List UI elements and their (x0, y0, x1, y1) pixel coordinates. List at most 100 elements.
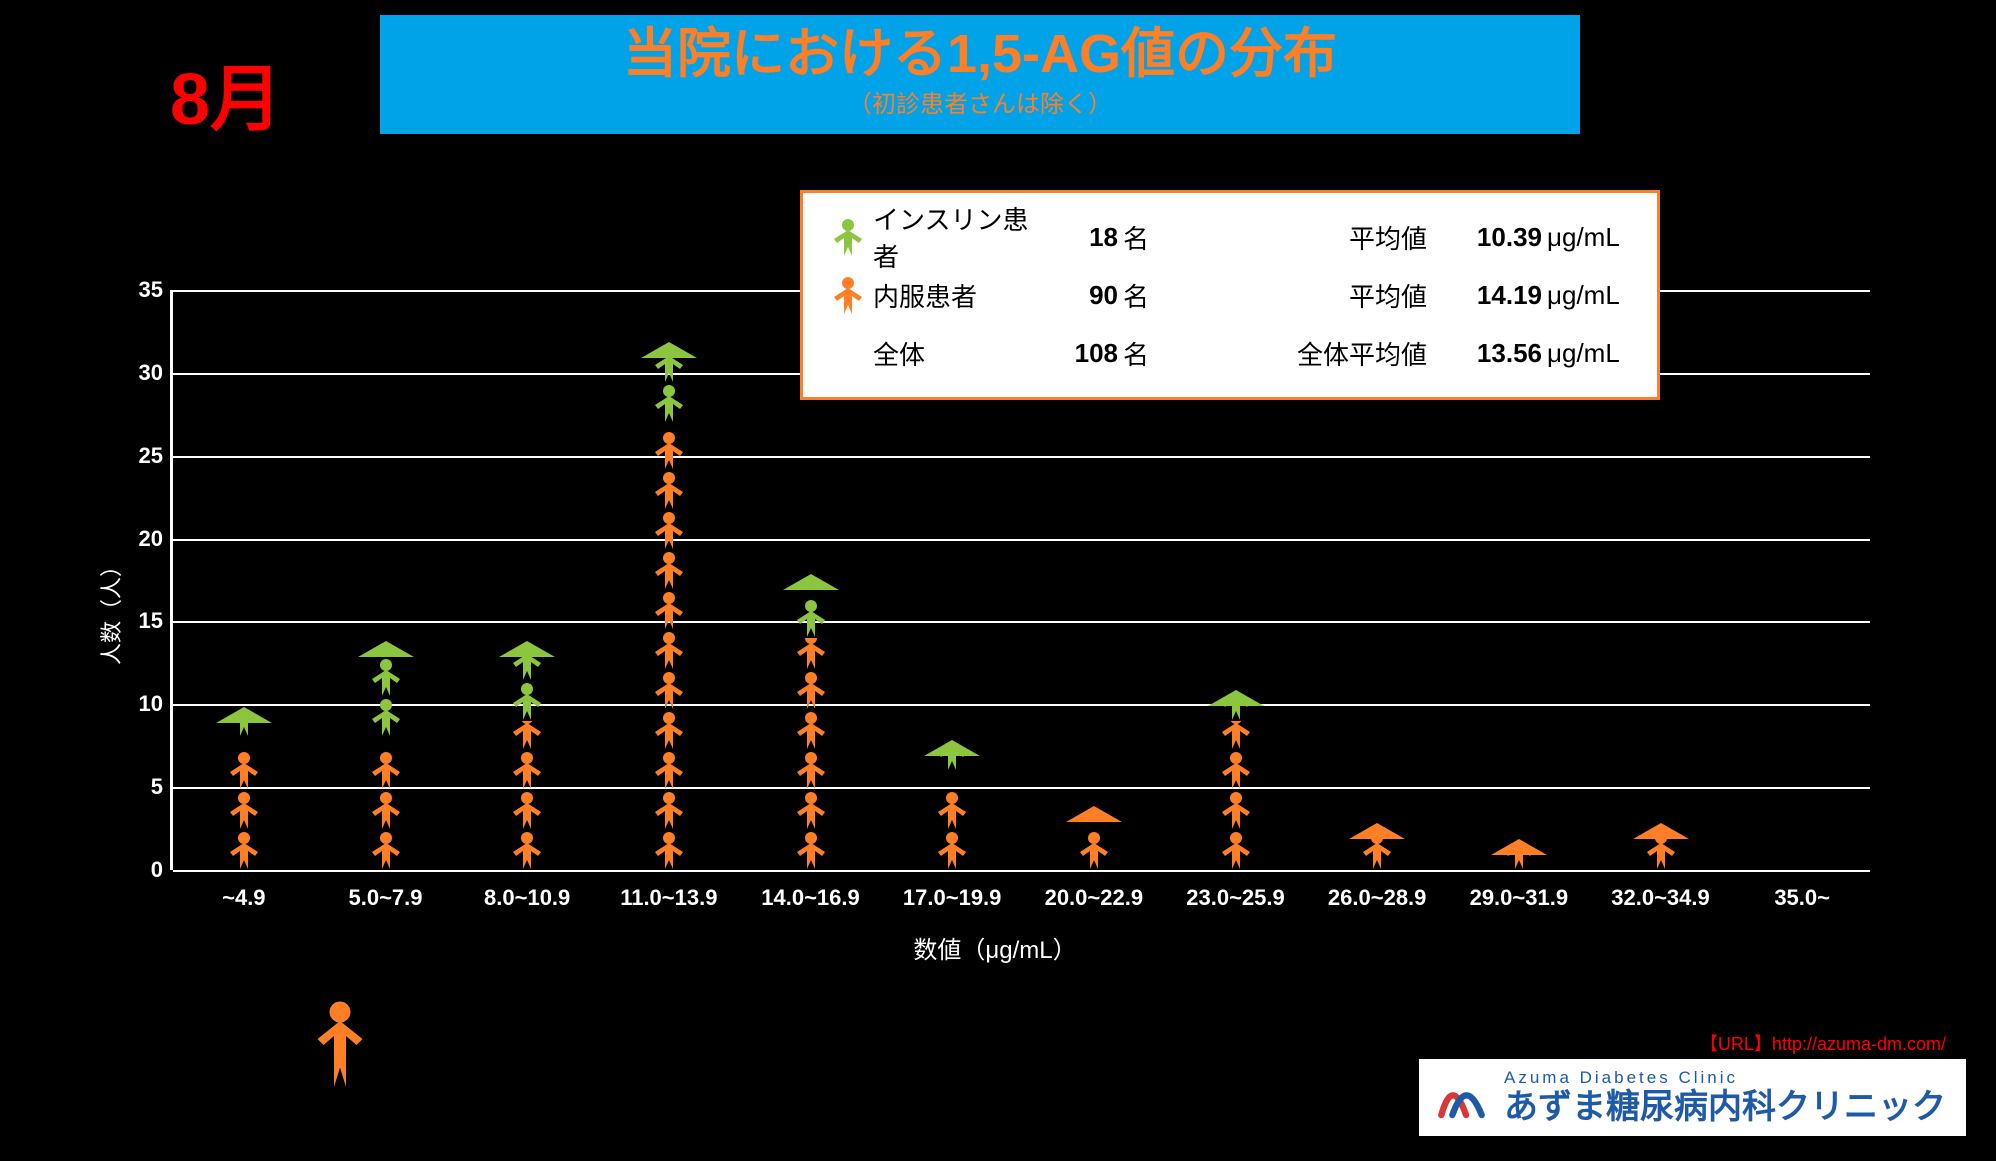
y-tick-label: 20 (123, 526, 163, 552)
bar-cap-icon (1349, 823, 1405, 839)
x-axis-label: 数値（μg/mL） (913, 930, 1076, 965)
month-label: 8月 (170, 40, 282, 145)
bar (351, 655, 421, 870)
legend-avg-value: 10.39 (1437, 222, 1547, 253)
bar-segment-oral (492, 721, 562, 870)
legend-row: 全体 108 名 全体平均値 13.56 μg/mL (823, 324, 1637, 382)
legend-avg-value: 13.56 (1437, 338, 1547, 369)
legend-count: 108 (1053, 338, 1123, 369)
bar-segment-insulin (492, 655, 562, 721)
x-tick-label: 17.0~19.9 (903, 885, 1001, 911)
legend-count: 18 (1053, 222, 1123, 253)
bar-segment-oral (209, 737, 279, 870)
x-tick-label: 29.0~31.9 (1470, 885, 1568, 911)
bar-segment-oral (1626, 837, 1696, 870)
bar-cap-icon (358, 641, 414, 657)
legend-label: 全体 (873, 335, 1053, 372)
legend-label: 内服患者 (873, 277, 1053, 314)
bar-segment-oral (1484, 853, 1554, 870)
legend-row: 内服患者 90 名 平均値 14.19 μg/mL (823, 266, 1637, 324)
grid-line (173, 621, 1870, 623)
legend-box: インスリン患者 18 名 平均値 10.39 μg/mL 内服患者 90 名 平… (800, 190, 1660, 400)
bar (492, 655, 562, 870)
legend-avg-label: 平均値 (1277, 219, 1437, 256)
bar-segment-insulin (209, 721, 279, 738)
bar-segment-insulin (917, 754, 987, 771)
bar (776, 588, 846, 870)
x-tick-label: 26.0~28.9 (1328, 885, 1426, 911)
grid-line (173, 539, 1870, 541)
x-tick-label: 5.0~7.9 (348, 885, 422, 911)
legend-icon (823, 217, 873, 257)
bar-segment-insulin (634, 356, 704, 422)
clinic-name-jp: あずま糖尿病内科クリニック (1504, 1087, 1946, 1128)
bar-cap-icon (1208, 690, 1264, 706)
legend-count-unit: 名 (1123, 277, 1183, 314)
x-tick-label: 20.0~22.9 (1045, 885, 1143, 911)
bar-segment-oral (1342, 837, 1412, 870)
clinic-name-en: Azuma Diabetes Clinic (1504, 1069, 1946, 1088)
y-tick-label: 15 (123, 608, 163, 634)
title-main: 当院における1,5-AG値の分布 (380, 25, 1580, 84)
legend-avg-unit: μg/mL (1547, 222, 1637, 253)
bar-segment-oral (917, 771, 987, 870)
bar (209, 721, 279, 870)
legend-avg-unit: μg/mL (1547, 338, 1637, 369)
title-subtitle: （初診患者さんは除く） (380, 84, 1580, 119)
legend-avg-value: 14.19 (1437, 280, 1547, 311)
legend-avg-unit: μg/mL (1547, 280, 1637, 311)
clinic-logo-mark (1434, 1071, 1489, 1126)
y-tick-label: 10 (123, 691, 163, 717)
bar (1484, 853, 1554, 870)
bar-cap-icon (499, 641, 555, 657)
legend-row: インスリン患者 18 名 平均値 10.39 μg/mL (823, 208, 1637, 266)
grid-line (173, 787, 1870, 789)
bar-cap-icon (1491, 839, 1547, 855)
y-tick-label: 35 (123, 277, 163, 303)
x-tick-label: 14.0~16.9 (761, 885, 859, 911)
legend-count-unit: 名 (1123, 335, 1183, 372)
bar (1342, 837, 1412, 870)
grid-line (173, 870, 1870, 872)
legend-avg-label: 平均値 (1277, 277, 1437, 314)
grid-line (173, 456, 1870, 458)
legend-icon (823, 275, 873, 315)
bar-segment-insulin (1201, 704, 1271, 721)
bar-cap-icon (1633, 823, 1689, 839)
bar (1626, 837, 1696, 870)
y-tick-label: 0 (123, 857, 163, 883)
bar-segment-oral (776, 638, 846, 870)
bar-segment-oral (351, 737, 421, 870)
bar-cap-icon (783, 574, 839, 590)
bar-cap-icon (216, 707, 272, 723)
legend-count: 90 (1053, 280, 1123, 311)
bar (634, 356, 704, 870)
title-bar: 当院における1,5-AG値の分布 （初診患者さんは除く） (380, 15, 1580, 134)
x-tick-label: 8.0~10.9 (484, 885, 570, 911)
legend-label: インスリン患者 (873, 200, 1053, 274)
clinic-url: 【URL】http://azuma-dm.com/ (1700, 1030, 1946, 1056)
y-tick-label: 5 (123, 774, 163, 800)
bar-cap-icon (641, 342, 697, 358)
x-tick-label: 11.0~13.9 (620, 885, 717, 911)
x-tick-label: 32.0~34.9 (1611, 885, 1709, 911)
bar-cap-icon (924, 740, 980, 756)
bar-cap-icon (1066, 806, 1122, 822)
bar-segment-insulin (351, 655, 421, 738)
bar-segment-insulin (776, 588, 846, 638)
y-tick-label: 25 (123, 443, 163, 469)
bar-segment-oral (634, 423, 704, 870)
bar-segment-oral (1201, 721, 1271, 870)
y-tick-label: 30 (123, 360, 163, 386)
x-tick-label: ~4.9 (222, 885, 265, 911)
grid-line (173, 704, 1870, 706)
x-tick-label: 23.0~25.9 (1186, 885, 1284, 911)
bar-segment-oral (1059, 820, 1129, 870)
legend-avg-label: 全体平均値 (1277, 335, 1437, 372)
bar (1201, 704, 1271, 870)
legend-count-unit: 名 (1123, 219, 1183, 256)
bar (917, 754, 987, 870)
y-axis-label: 人数（人） (94, 555, 126, 665)
clinic-logo: Azuma Diabetes Clinic あずま糖尿病内科クリニック (1419, 1059, 1966, 1136)
decorative-person-icon (310, 995, 370, 1095)
